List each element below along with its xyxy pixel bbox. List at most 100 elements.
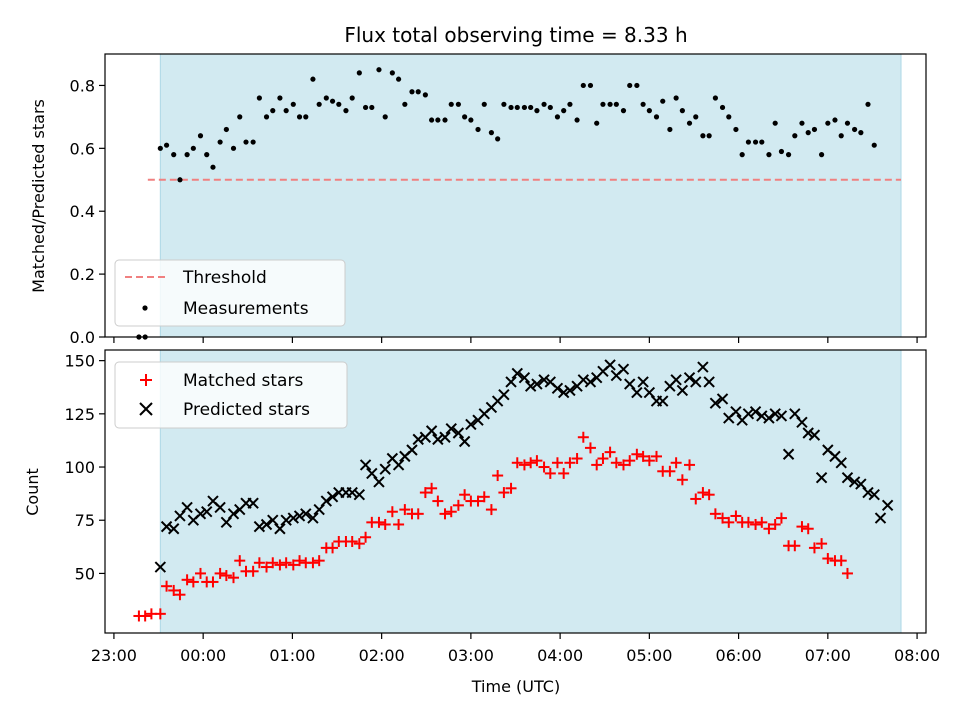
predicted-star-mark-b (584, 376, 597, 388)
measurement-point (316, 101, 322, 107)
matched-star-point (756, 516, 768, 528)
predicted-star-point (697, 361, 709, 373)
matched-star-point (511, 457, 523, 469)
predicted-star-mark-b (643, 386, 656, 399)
predicted-star-mark-b (154, 561, 167, 573)
matched-star-point (505, 482, 517, 494)
matched-star-point (697, 487, 709, 499)
predicted-star-point (557, 386, 570, 399)
predicted-star-point (796, 416, 808, 429)
predicted-star-point (201, 506, 213, 518)
predicted-star-point (763, 412, 775, 424)
predicted-star-mark-b (379, 463, 391, 475)
measurement-point (653, 114, 660, 120)
predicted-star-mark-b (829, 450, 841, 463)
predicted-star-point (253, 520, 266, 533)
measurement-point (448, 101, 454, 107)
predicted-star-point (564, 384, 576, 397)
measurement-point (567, 101, 573, 107)
matched-star-point (220, 570, 232, 582)
predicted-star-point (690, 376, 702, 388)
matched-star-point (261, 561, 273, 573)
predicted-star-point (274, 523, 286, 535)
top-y-tick-label: 0.8 (70, 76, 95, 95)
predicted-star-point (531, 378, 543, 390)
measurement-point (825, 120, 831, 126)
matched-star-point (280, 557, 292, 569)
measurement-point (329, 98, 336, 104)
predicted-star-point (392, 459, 405, 471)
matched-star-point (775, 512, 787, 524)
top-axes-frame (104, 53, 927, 338)
legend-measurements-swatch (142, 305, 148, 311)
matched-star-point (353, 538, 365, 550)
measurement-point (323, 95, 329, 101)
predicted-star-mark-b (730, 405, 742, 418)
top-y-tick-label: 0.2 (70, 265, 95, 284)
matched-star-point (214, 567, 226, 579)
matched-star-point (584, 442, 596, 454)
bottom-y-ticks: 50 75 100 125 150 (64, 352, 105, 583)
predicted-star-point (538, 374, 550, 386)
predicted-star-mark-b (359, 459, 372, 471)
predicted-star-point (808, 429, 821, 441)
measurement-point (838, 133, 844, 139)
matched-star-point (373, 516, 385, 528)
measurement-point (719, 104, 726, 111)
predicted-star-point (445, 423, 457, 435)
matched-star-point (769, 518, 781, 530)
matched-star-point (750, 518, 762, 530)
matched-star-point (386, 506, 398, 518)
predicted-star-mark-b (564, 384, 576, 397)
legend-predicted-swatch (139, 402, 153, 416)
matched-star-point (478, 491, 490, 503)
predicted-star-point (631, 386, 643, 399)
matched-star-point (525, 457, 537, 469)
measurement-point (534, 108, 540, 114)
matched-star-point (459, 489, 471, 501)
predicted-star-mark-b (676, 384, 689, 397)
measurement-point (250, 139, 256, 145)
predicted-star-point (326, 491, 339, 503)
predicted-star-point (353, 488, 366, 501)
measurement-point (389, 70, 395, 76)
predicted-star-point (280, 514, 292, 526)
predicted-star-mark-b (260, 518, 273, 531)
predicted-star-mark-b (439, 431, 451, 443)
legend-measurements-label: Measurements (183, 299, 309, 319)
measurement-point (726, 114, 732, 120)
predicted-star-point (227, 508, 240, 520)
x-axis-label: Time (UTC) (471, 677, 560, 696)
predicted-star-mark-b (280, 514, 292, 526)
predicted-star-point (293, 510, 306, 522)
x-tick-label: 06:00 (716, 646, 762, 665)
predicted-star-mark-b (855, 478, 867, 490)
matched-star-point (703, 489, 715, 501)
predicted-star-mark-b (709, 397, 722, 409)
measurement-point (369, 104, 375, 111)
measurement-point (613, 101, 619, 107)
predicted-star-point (637, 376, 649, 388)
measurement-point (852, 126, 858, 133)
measurement-point (521, 104, 528, 111)
predicted-star-mark-b (802, 427, 814, 439)
measurement-point (197, 133, 204, 139)
matched-star-point (816, 538, 828, 550)
predicted-star-point (373, 476, 385, 488)
predicted-star-point (359, 459, 372, 471)
measurement-point (184, 152, 190, 158)
measurement-point (303, 114, 309, 120)
matched-star-point (664, 465, 676, 477)
predicted-star-mark-b (160, 520, 173, 533)
matched-star-point (624, 455, 636, 467)
predicted-star-mark-b (835, 457, 847, 469)
matched-star-point (558, 467, 570, 479)
measurement-point (785, 152, 792, 158)
measurement-point (455, 101, 461, 107)
predicted-star-mark-b (848, 476, 861, 488)
measurement-point (429, 117, 435, 123)
predicted-star-point (458, 435, 471, 448)
predicted-star-mark-b (749, 405, 762, 418)
matched-star-point (399, 504, 411, 516)
measurement-point (349, 95, 355, 101)
